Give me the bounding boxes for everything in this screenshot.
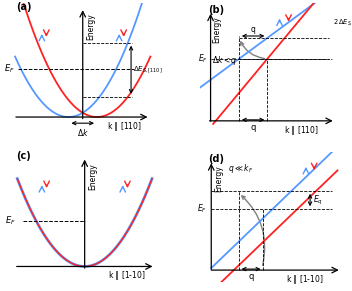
Text: $\Delta k < q$: $\Delta k < q$ xyxy=(212,54,237,68)
Text: $\Delta k$: $\Delta k$ xyxy=(77,127,89,138)
Text: (c): (c) xyxy=(16,151,31,161)
FancyArrowPatch shape xyxy=(241,42,264,58)
Text: k $\|$ [110]: k $\|$ [110] xyxy=(284,124,319,137)
Text: $E_q$: $E_q$ xyxy=(313,194,323,207)
Text: $2\,\Delta E_{S,[110]}$: $2\,\Delta E_{S,[110]}$ xyxy=(333,18,352,28)
Text: (a): (a) xyxy=(16,2,31,12)
Text: $E_F$: $E_F$ xyxy=(198,53,208,65)
Text: Energy: Energy xyxy=(86,13,95,40)
Text: $E_F$: $E_F$ xyxy=(4,63,14,75)
Text: $\Delta E_{S,[110]}$: $\Delta E_{S,[110]}$ xyxy=(133,65,163,75)
Text: (d): (d) xyxy=(208,155,225,164)
Text: q: q xyxy=(249,272,254,281)
Text: $E_F$: $E_F$ xyxy=(197,203,207,215)
Text: $q \ll k_F$: $q \ll k_F$ xyxy=(228,162,253,175)
Text: (b): (b) xyxy=(208,5,224,15)
FancyArrowPatch shape xyxy=(242,196,265,265)
Text: Energy: Energy xyxy=(214,166,223,192)
Text: $E_F$: $E_F$ xyxy=(5,214,16,227)
Text: Energy: Energy xyxy=(212,16,221,43)
Text: Energy: Energy xyxy=(88,163,97,190)
Text: k $\|$ [1-10]: k $\|$ [1-10] xyxy=(286,273,324,286)
Text: k $\|$ [110]: k $\|$ [110] xyxy=(107,120,142,133)
Text: k $\|$ [1-10]: k $\|$ [1-10] xyxy=(108,269,145,282)
Text: q: q xyxy=(250,123,256,132)
Text: q: q xyxy=(251,25,256,34)
